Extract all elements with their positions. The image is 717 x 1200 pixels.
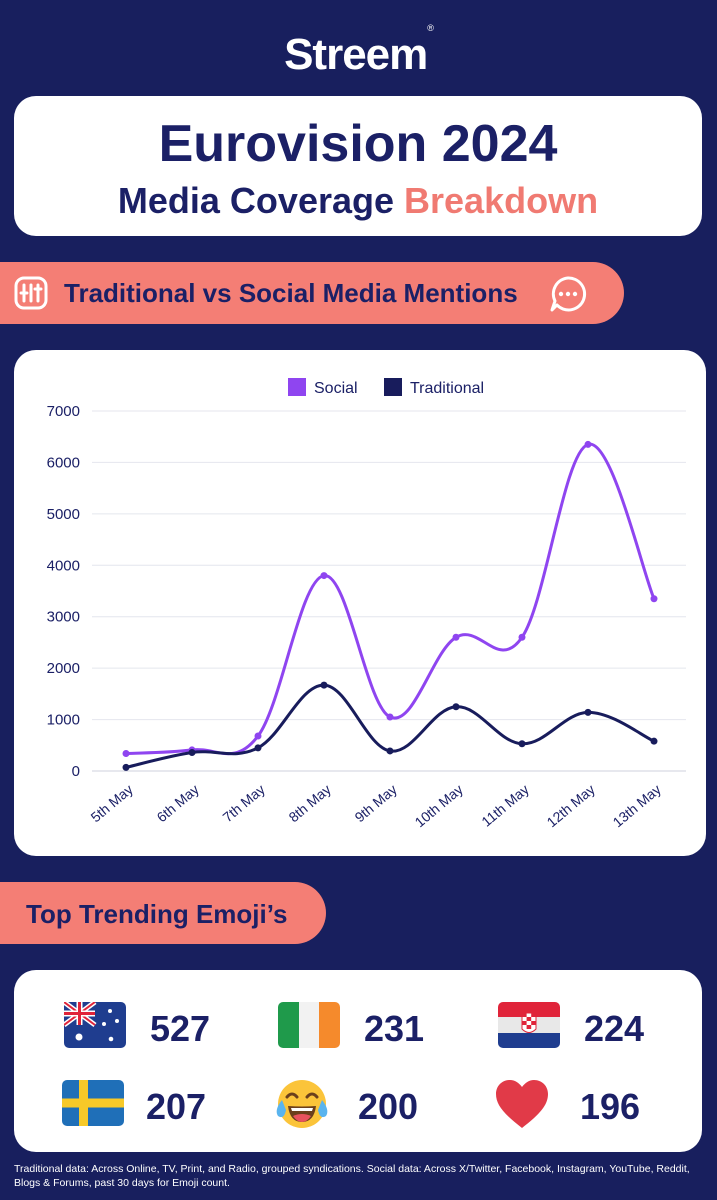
emoji-count: 200 <box>358 1086 419 1127</box>
y-tick-label: 7000 <box>47 403 80 420</box>
y-tick-label: 6000 <box>47 454 80 471</box>
x-tick-label: 12th May <box>544 781 598 830</box>
x-tick-label: 10th May <box>412 781 466 830</box>
emoji-section-banner: Top Trending Emoji’s <box>0 882 326 944</box>
legend-label: Traditional <box>410 380 484 397</box>
page-title: Eurovision 2024 <box>158 115 558 173</box>
x-tick-label: 11th May <box>478 781 532 830</box>
tears-of-joy-icon <box>276 1080 328 1128</box>
legend-swatch <box>288 378 306 396</box>
x-tick-label: 8th May <box>285 781 333 825</box>
emoji-item-tears-of-joy: 200 <box>274 1076 418 1132</box>
logo-text: Streem <box>284 30 428 79</box>
registered-mark: ® <box>427 23 434 34</box>
data-point-traditional <box>518 740 526 748</box>
red-heart-icon <box>496 1080 548 1128</box>
subtitle-prefix: Media Coverage <box>117 180 395 221</box>
data-point-social <box>122 750 130 758</box>
data-point-traditional <box>122 763 130 771</box>
data-point-traditional <box>584 708 592 716</box>
data-point-social <box>650 595 658 603</box>
data-point-social <box>386 713 394 721</box>
emoji-item-red-heart: 196 <box>494 1078 640 1134</box>
y-tick-label: 5000 <box>47 506 80 523</box>
emoji-count: 224 <box>584 1008 645 1049</box>
emoji-count: 196 <box>580 1086 641 1127</box>
australia-flag-icon <box>62 999 126 1048</box>
ireland-flag-icon <box>278 1002 340 1048</box>
subtitle-accent: Breakdown <box>404 180 599 221</box>
y-tick-label: 0 <box>72 763 80 780</box>
data-point-social <box>452 633 460 641</box>
section-banner: Traditional vs Social Media Mentions <box>0 262 624 324</box>
croatia-flag-icon <box>498 1002 560 1048</box>
emoji-count: 231 <box>364 1008 425 1049</box>
section-title: Traditional vs Social Media Mentions <box>64 278 518 308</box>
legend-label: Social <box>314 380 358 397</box>
page-subtitle: Media Coverage Breakdown <box>14 180 702 222</box>
emoji-item-australia: 527 <box>62 999 210 1058</box>
emoji-item-ireland: 231 <box>278 1002 424 1058</box>
data-point-social <box>584 440 592 448</box>
sweden-flag-icon <box>62 1080 124 1126</box>
streem-logo: Streem® <box>0 23 717 80</box>
data-point-social <box>320 572 328 580</box>
legend-swatch <box>384 378 402 396</box>
emoji-count: 527 <box>150 1008 211 1049</box>
emoji-card: 527 231 224 <box>14 970 702 1152</box>
x-tick-label: 7th May <box>219 781 267 825</box>
series-line-social <box>125 442 656 756</box>
data-point-social <box>254 732 262 740</box>
chart-card: 0 1000 2000 3000 4000 5000 6000 7000 5th May 6th … <box>14 350 706 856</box>
emoji-item-croatia: 224 <box>498 1002 644 1058</box>
x-tick-label: 9th May <box>351 781 399 825</box>
data-point-traditional <box>188 748 196 756</box>
data-point-traditional <box>386 747 394 755</box>
data-point-social <box>518 633 526 641</box>
x-tick-label: 5th May <box>87 781 135 825</box>
x-tick-label: 6th May <box>153 781 201 825</box>
data-point-traditional <box>254 744 262 752</box>
y-tick-label: 2000 <box>47 660 80 677</box>
footnote: Traditional data: Across Online, TV, Pri… <box>14 1163 690 1189</box>
chat-bubble-icon <box>550 276 587 312</box>
line-chart: 0 1000 2000 3000 4000 5000 6000 7000 5th May 6th … <box>47 378 686 830</box>
data-point-traditional <box>650 737 658 745</box>
series-line-traditional <box>125 683 655 769</box>
y-tick-label: 1000 <box>47 712 80 729</box>
emoji-item-sweden: 207 <box>62 1080 206 1136</box>
data-point-traditional <box>320 681 328 689</box>
x-tick-label: 13th May <box>610 781 664 830</box>
emoji-count: 207 <box>146 1086 207 1127</box>
data-point-traditional <box>452 703 460 711</box>
emoji-section-title: Top Trending Emoji’s <box>26 899 288 929</box>
title-card: Eurovision 2024 Media Coverage Breakdown <box>14 96 702 236</box>
bar-chart-icon <box>14 276 48 310</box>
y-tick-label: 4000 <box>47 557 80 574</box>
y-tick-label: 3000 <box>47 609 80 626</box>
